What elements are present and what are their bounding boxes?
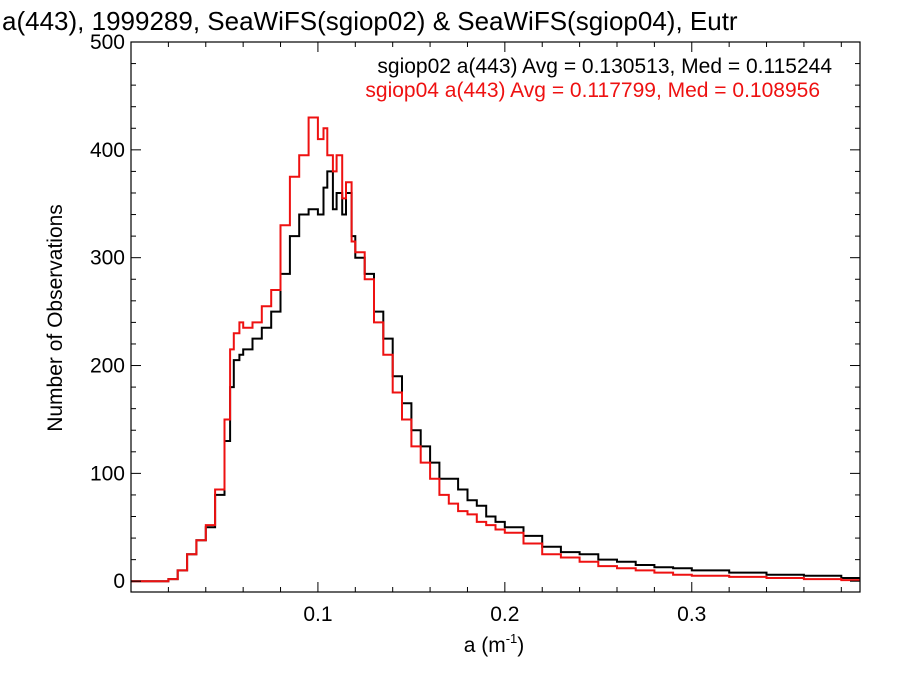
y-tick-label: 0 <box>113 570 125 593</box>
chart-title: a(443), 1999289, SeaWiFS(sgiop02) & SeaW… <box>2 6 738 36</box>
plot-area: 0 100 200 300 400 500 0.1 0.2 0.3 <box>90 31 861 626</box>
x-axis-label-superscript: -1 <box>506 631 518 646</box>
series-line-1 <box>131 170 860 583</box>
y-tick-label: 100 <box>90 462 125 485</box>
x-tick-label: 0.3 <box>677 603 706 626</box>
legend-entry-sgiop02: sgiop02 a(443) Avg = 0.130513, Med = 0.1… <box>377 55 832 78</box>
legend-entry-sgiop04: sgiop04 a(443) Avg = 0.117799, Med = 0.1… <box>365 79 820 102</box>
y-tick-label: 300 <box>90 247 125 270</box>
y-axis-label: Number of Observations <box>44 204 67 432</box>
x-tick-label: 0.2 <box>490 603 519 626</box>
x-axis-label-main: a (m <box>464 634 506 657</box>
y-tick-label: 500 <box>90 31 125 54</box>
series-line-2 <box>131 116 860 583</box>
x-tick-label: 0.1 <box>303 603 332 626</box>
plot-frame <box>130 41 861 593</box>
y-tick-label: 400 <box>90 139 125 162</box>
x-axis-label: a (m-1) <box>464 631 525 657</box>
y-tick-label: 200 <box>90 355 125 378</box>
x-axis-label-close: ) <box>517 634 524 657</box>
